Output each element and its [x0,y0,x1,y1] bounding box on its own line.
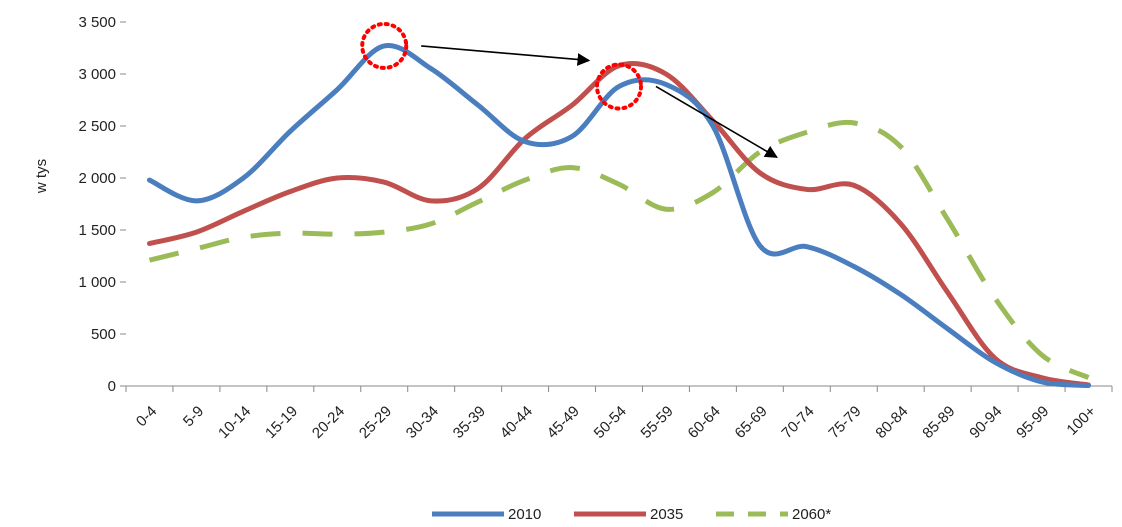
x-tick-label: 65-69 [732,403,771,442]
x-tick-label: 70-74 [778,403,817,442]
legend-label: 2010 [508,506,541,523]
x-tick-label: 5-9 [180,403,207,430]
x-tick-label: 90-94 [966,403,1005,442]
series-line-2060 [149,122,1088,377]
x-tick-label: 75-79 [825,403,864,442]
annotation-arrow [656,86,777,157]
x-tick-label: 100+ [1063,403,1099,439]
x-tick-label: 45-49 [544,403,583,442]
x-tick-label: 25-29 [356,403,395,442]
y-tick-label: 1 500 [78,222,116,239]
y-tick-label: 2 000 [78,170,116,187]
x-axis-ticks: 0-4 5-9 10-14 15-19 20-24 25-29 30-34 35-39 40-4… [126,386,1112,442]
y-tick-label: 3 500 [78,14,116,31]
legend: 2010 2035 2060* [432,506,831,523]
x-tick-label: 30-34 [403,403,442,442]
x-tick-label: 0-4 [133,403,160,430]
x-tick-label: 35-39 [450,403,489,442]
y-axis-label: w tys [33,159,50,194]
legend-label: 2060* [792,506,831,523]
series-layer [149,45,1088,385]
y-tick-label: 500 [91,326,116,343]
y-tick-label: 3 000 [78,66,116,83]
x-tick-label: 50-54 [591,403,630,442]
x-tick-label: 80-84 [872,403,911,442]
x-tick-label: 95-99 [1013,403,1052,442]
y-axis-ticks: 0 500 1 000 1 500 2 000 2 500 3 000 3 500 [78,14,126,395]
y-tick-label: 1 000 [78,274,116,291]
x-tick-label: 85-89 [919,403,958,442]
x-tick-label: 15-19 [262,403,301,442]
x-tick-label: 60-64 [685,403,724,442]
y-tick-label: 0 [108,378,116,395]
x-tick-label: 10-14 [215,403,254,442]
x-tick-label: 55-59 [638,403,677,442]
y-tick-label: 2 500 [78,118,116,135]
x-tick-label: 20-24 [309,403,348,442]
annotation-arrow [421,46,589,61]
x-tick-label: 40-44 [497,403,536,442]
legend-label: 2035 [650,506,683,523]
